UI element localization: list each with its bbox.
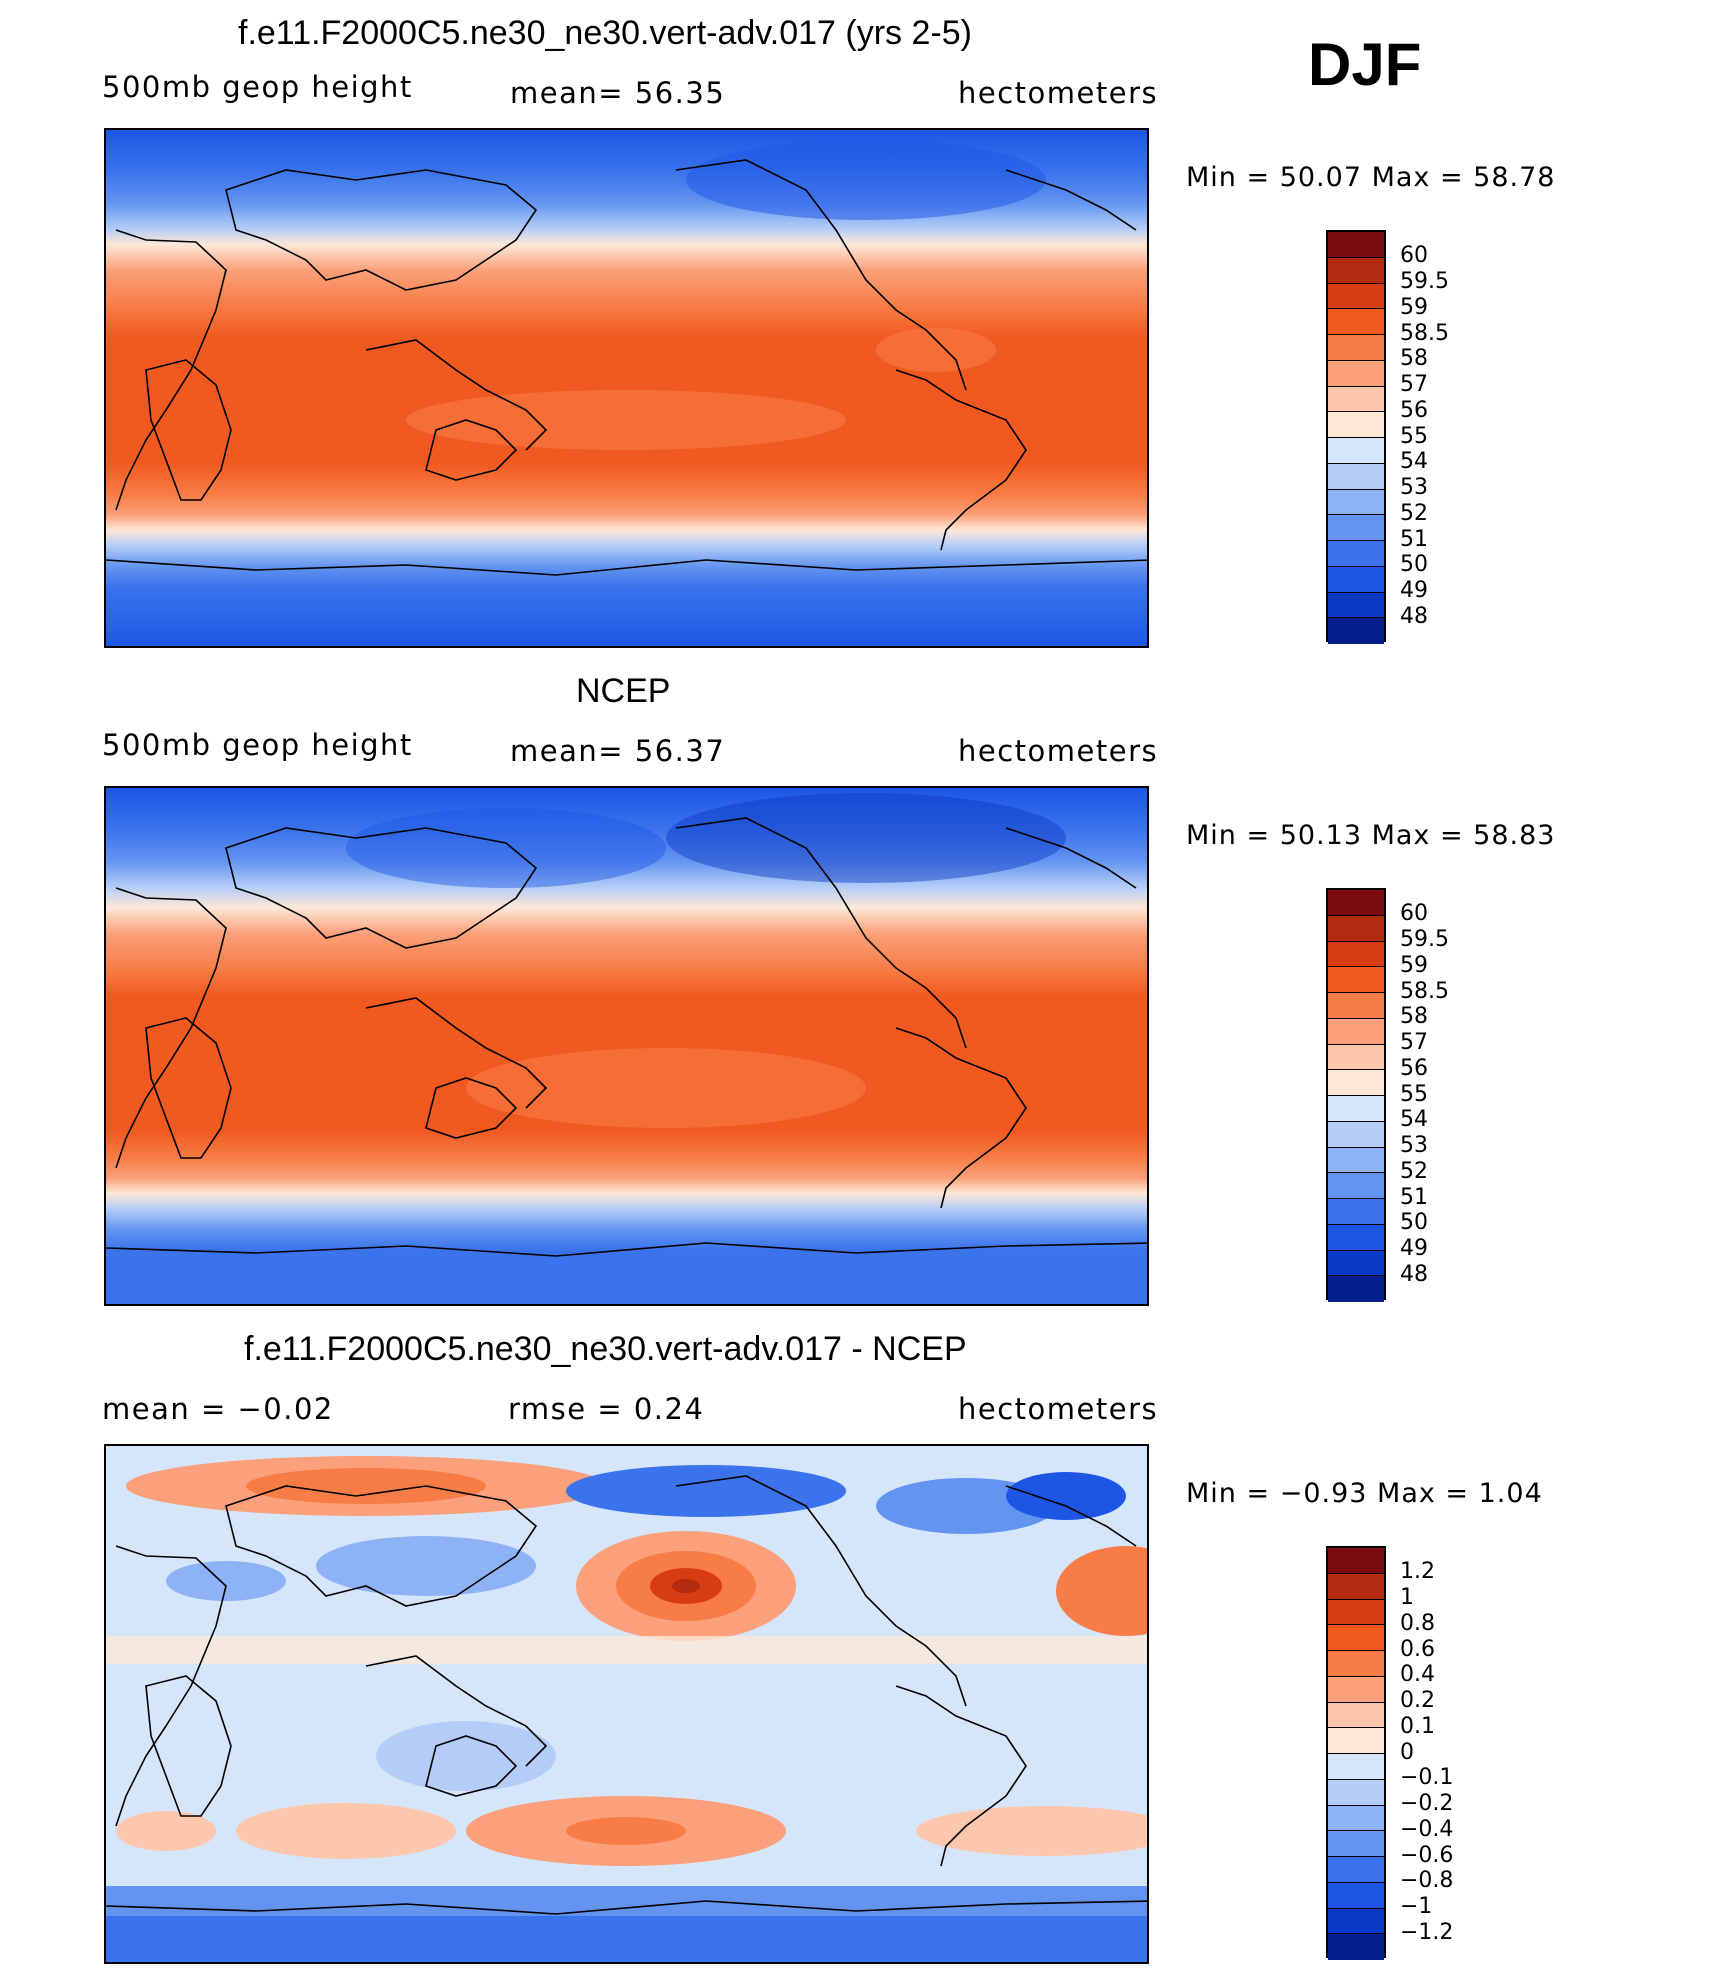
- panel1-cb-label: 54: [1400, 449, 1428, 474]
- panel1-cb-label: 57: [1400, 372, 1428, 397]
- panel3-title: f.e11.F2000C5.ne30_ne30.vert-adv.017 - N…: [244, 1330, 967, 1368]
- panel3-cb-label: 0.8: [1400, 1611, 1435, 1636]
- panel2-map: [104, 786, 1149, 1306]
- panel1-units: hectometers: [958, 76, 1159, 110]
- panel3-cb-label: 1.2: [1400, 1559, 1435, 1584]
- panel3-cb-label: 1: [1400, 1585, 1414, 1610]
- panel2-cb-label: 50: [1400, 1210, 1428, 1235]
- panel1-cb-label: 58: [1400, 346, 1428, 371]
- panel2-title: NCEP: [576, 672, 671, 710]
- panel2-minmax: Min = 50.13 Max = 58.83: [1186, 820, 1556, 851]
- panel2-cb-label: 55: [1400, 1082, 1428, 1107]
- panel1-cb-label: 56: [1400, 398, 1428, 423]
- panel2-cb-label: 48: [1400, 1262, 1428, 1287]
- panel1-cb-label: 49: [1400, 578, 1428, 603]
- panel1-mean: mean= 56.35: [510, 76, 726, 110]
- panel2-cb-label: 54: [1400, 1107, 1428, 1132]
- panel3-minmax: Min = −0.93 Max = 1.04: [1186, 1478, 1543, 1509]
- panel3-cb-label: 0: [1400, 1740, 1414, 1765]
- panel3-units: hectometers: [958, 1392, 1159, 1426]
- panel2-units: hectometers: [958, 734, 1159, 768]
- panel3-cb-label: −0.4: [1400, 1817, 1454, 1842]
- season-label: DJF: [1308, 31, 1422, 98]
- panel2-cb-label: 58.5: [1400, 979, 1449, 1004]
- panel2-cb-label: 60: [1400, 901, 1428, 926]
- panel1-cb-label: 59: [1400, 295, 1428, 320]
- panel2-left-label: 500mb geop height: [102, 728, 413, 762]
- panel2-cb-label: 57: [1400, 1030, 1428, 1055]
- panel1-cb-label: 53: [1400, 475, 1428, 500]
- panel2-cb-label: 53: [1400, 1133, 1428, 1158]
- panel3-colorbar: [1326, 1546, 1386, 1960]
- panel2-cb-label: 51: [1400, 1185, 1428, 1210]
- panel2-cb-label: 58: [1400, 1004, 1428, 1029]
- panel3-cb-label: 0.6: [1400, 1637, 1435, 1662]
- panel2-cb-label: 56: [1400, 1056, 1428, 1081]
- panel1-map: [104, 128, 1149, 648]
- panel1-cb-label: 48: [1400, 604, 1428, 629]
- panel1-cb-label: 52: [1400, 501, 1428, 526]
- panel3-cb-label: −0.6: [1400, 1843, 1454, 1868]
- panel2-coastlines: [106, 817, 1147, 1257]
- panel3-map: [104, 1444, 1149, 1964]
- panel3-cb-label: 0.4: [1400, 1662, 1435, 1687]
- panel2-cb-label: 59: [1400, 953, 1428, 978]
- panel3-mean: mean = −0.02: [102, 1392, 334, 1426]
- panel3-rmse: rmse = 0.24: [508, 1392, 705, 1426]
- panel1-left-label: 500mb geop height: [102, 70, 413, 104]
- panel3-cb-label: −0.8: [1400, 1868, 1454, 1893]
- panel3-cb-label: −1.2: [1400, 1920, 1454, 1945]
- panel2-mean: mean= 56.37: [510, 734, 726, 768]
- panel2-cb-label: 49: [1400, 1236, 1428, 1261]
- panel1-cb-label: 59.5: [1400, 269, 1449, 294]
- panel3-cb-label: −1: [1400, 1894, 1433, 1919]
- panel2-cb-label: 59.5: [1400, 927, 1449, 952]
- panel1-cb-label: 55: [1400, 424, 1428, 449]
- panel1-colorbar: [1326, 230, 1386, 644]
- panel1-cb-label: 51: [1400, 527, 1428, 552]
- panel1-cb-label: 60: [1400, 243, 1428, 268]
- panel3-cb-label: 0.1: [1400, 1714, 1435, 1739]
- panel3-coastlines: [106, 1475, 1147, 1915]
- panel2-cb-label: 52: [1400, 1159, 1428, 1184]
- panel1-coastlines: [106, 159, 1147, 576]
- panel1-minmax: Min = 50.07 Max = 58.78: [1186, 162, 1556, 193]
- panel1-cb-label: 58.5: [1400, 321, 1449, 346]
- panel3-cb-label: −0.1: [1400, 1765, 1454, 1790]
- panel3-cb-label: 0.2: [1400, 1688, 1435, 1713]
- panel3-cb-label: −0.2: [1400, 1791, 1454, 1816]
- panel1-title: f.e11.F2000C5.ne30_ne30.vert-adv.017 (yr…: [238, 14, 972, 52]
- panel2-colorbar: [1326, 888, 1386, 1302]
- panel1-cb-label: 50: [1400, 552, 1428, 577]
